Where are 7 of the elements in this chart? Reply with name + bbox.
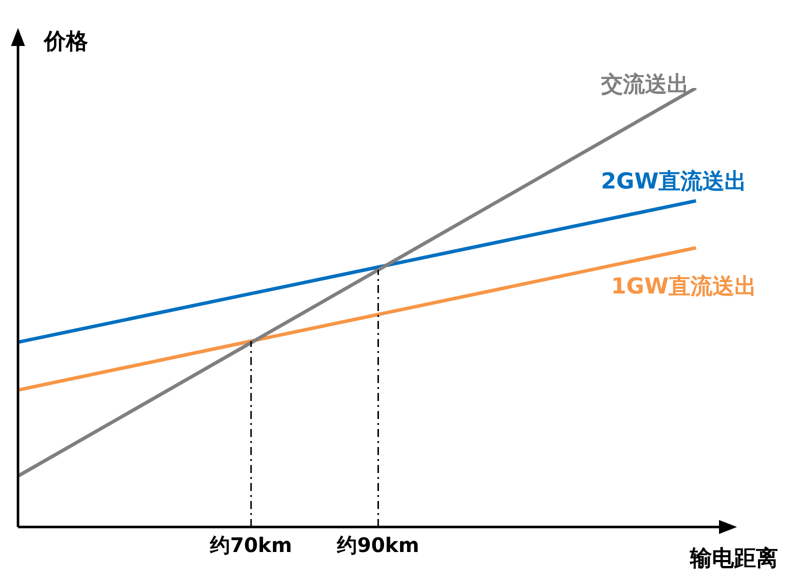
x-tick-label: 约90km: [336, 533, 420, 558]
y-axis-title: 价格: [43, 30, 89, 55]
x-tick-label: 约70km: [209, 533, 292, 558]
series-label: 1GW直流送出: [611, 274, 757, 300]
x-axis-title: 输电距离: [689, 546, 778, 572]
series-label: 2GW直流送出: [601, 168, 747, 195]
series-label: 交流送出: [600, 72, 689, 98]
